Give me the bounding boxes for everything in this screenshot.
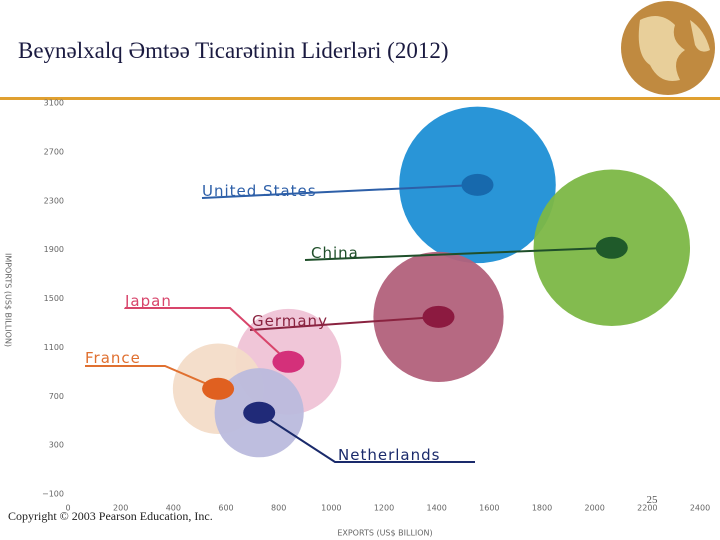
x-tick-label: 200 [113,504,128,513]
bubble-label: Japan [124,292,172,310]
bubble-label: China [311,244,359,262]
y-axis-label: IMPORTS (US$ BILLION) [4,253,13,347]
y-tick-label: 300 [49,441,64,450]
leader-line [258,411,475,463]
bubble-center [243,401,276,424]
x-tick-label: 1600 [479,504,499,513]
x-tick-label: 1000 [321,504,341,513]
x-tick-label: 800 [271,504,286,513]
copyright: Copyright © 2003 Pearson Education, Inc. [8,509,213,523]
x-tick-label: 1400 [426,504,446,513]
x-axis-label: EXPORTS (US$ BILLION) [337,529,432,538]
slide-title: Beynəlxalq Əmtəə Ticarətinin Liderləri (… [18,38,449,63]
bubble-center [202,377,235,400]
bubble-center [595,236,628,259]
y-tick-label: −100 [42,490,64,499]
x-tick-label: 2000 [584,504,604,513]
x-tick-label: 600 [218,504,233,513]
bubble-label: France [85,349,141,367]
leader-line [125,307,290,363]
leader-line [201,183,478,199]
y-tick-label: 2300 [44,196,64,205]
bubble-label: United States [202,182,317,200]
leader-line [249,315,439,331]
y-tick-label: 1900 [44,245,64,254]
bubble-center [272,350,305,373]
y-tick-label: 1500 [44,294,64,303]
page-number: 25 [647,494,659,506]
bubble-center [422,305,455,328]
y-tick-label: 3100 [44,99,64,108]
leader-line [304,246,612,261]
y-tick-label: 2700 [44,147,64,156]
x-tick-label: 1200 [374,504,394,513]
title-rule [0,97,720,100]
x-tick-label: 400 [166,504,181,513]
bubble-label: Germany [252,312,328,330]
y-tick-label: 700 [49,392,64,401]
x-tick-label: 1800 [532,504,552,513]
x-tick-label: 2200 [637,504,657,513]
bubble-label: Netherlands [338,446,440,464]
y-tick-label: 1100 [44,343,64,352]
x-tick-label: 2400 [690,504,710,513]
bubble-center [461,173,494,196]
x-tick-label: 0 [65,504,70,513]
globe-icon [621,1,715,95]
leader-line [85,365,219,390]
